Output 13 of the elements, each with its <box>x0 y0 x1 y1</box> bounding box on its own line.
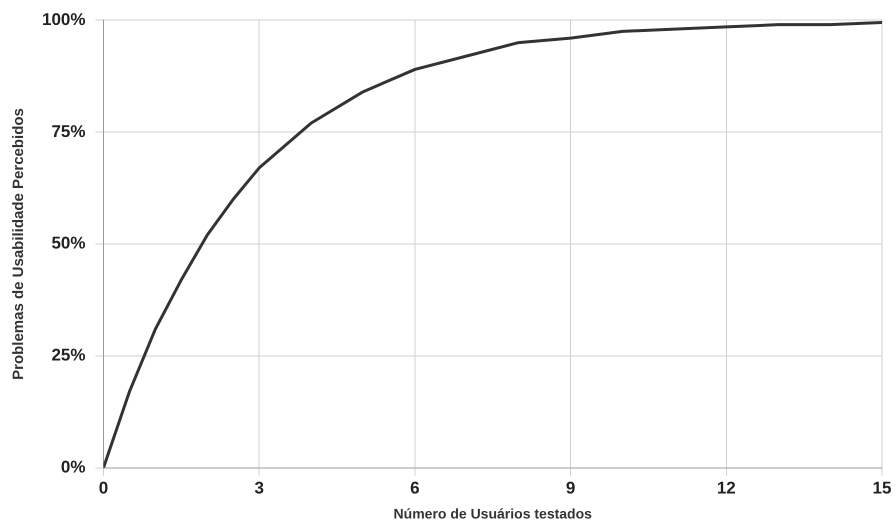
x-tick-label: 12 <box>716 478 736 498</box>
y-tick-label: 75% <box>51 122 86 141</box>
x-tick-label: 6 <box>410 478 420 498</box>
x-tick-label: 9 <box>566 478 576 498</box>
y-tick-label: 25% <box>51 346 86 365</box>
y-axis-title: Problemas de Usabilidade Percebidos <box>10 108 28 380</box>
y-tick-label: 50% <box>51 234 86 253</box>
x-axis-title: Número de Usuários testados <box>394 505 592 522</box>
x-tick-label: 0 <box>98 478 108 498</box>
y-tick-label: 0% <box>60 457 86 476</box>
x-tick-label: 15 <box>872 478 892 498</box>
x-tick-label: 3 <box>254 478 264 498</box>
y-tick-label: 100% <box>42 10 86 29</box>
